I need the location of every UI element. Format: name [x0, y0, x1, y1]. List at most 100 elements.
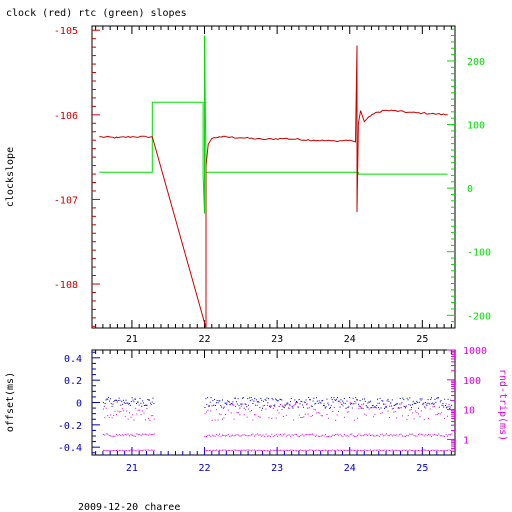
- offset-point: [406, 397, 408, 399]
- rtt-point: [361, 435, 363, 437]
- rtt-point: [290, 404, 292, 406]
- rtt-point: [410, 409, 412, 411]
- top-y-tick-label: -105: [54, 26, 78, 37]
- rtt-point: [439, 413, 441, 415]
- rtt-point: [345, 449, 347, 451]
- rtt-point: [436, 434, 438, 436]
- rtt-point: [432, 406, 434, 408]
- rtt-point: [377, 402, 379, 404]
- rtt-point: [326, 436, 328, 437]
- offset-point: [303, 406, 304, 408]
- rtt-point: [105, 450, 107, 452]
- offset-point: [222, 407, 224, 409]
- bottom-y2-tick-label: 10: [463, 406, 475, 417]
- offset-point: [297, 406, 299, 408]
- rtt-point: [358, 433, 360, 435]
- rtt-point: [251, 410, 252, 411]
- rtt-point: [229, 450, 231, 451]
- offset-point: [278, 405, 280, 407]
- offset-point: [209, 401, 211, 403]
- offset-point: [391, 405, 392, 407]
- rtt-point: [444, 417, 446, 419]
- rtt-point: [426, 404, 428, 406]
- rtt-point: [291, 449, 293, 451]
- rtt-point: [131, 450, 133, 452]
- offset-point: [266, 397, 268, 399]
- rtt-point: [239, 414, 241, 416]
- rtt-point: [220, 413, 222, 415]
- rtt-point: [380, 450, 382, 451]
- offset-point: [346, 400, 348, 402]
- offset-point: [386, 400, 388, 402]
- rtt-point: [249, 449, 251, 451]
- offset-point: [214, 398, 216, 400]
- rtt-point: [249, 435, 251, 437]
- offset-point: [418, 401, 420, 403]
- rtt-point: [301, 417, 303, 419]
- rtt-point: [216, 449, 218, 451]
- offset-point: [365, 405, 367, 407]
- offset-point: [330, 397, 332, 399]
- rtt-point: [278, 434, 280, 436]
- offset-point: [404, 407, 406, 409]
- rtt-point: [110, 450, 112, 452]
- rtt-point: [264, 405, 266, 406]
- offset-point: [232, 401, 234, 403]
- rtt-point: [384, 449, 386, 451]
- rtt-point: [264, 435, 266, 437]
- rtt-point: [371, 434, 373, 436]
- rtt-point: [245, 450, 247, 452]
- offset-point: [302, 404, 304, 406]
- offset-point: [343, 402, 345, 404]
- rtt-point: [381, 412, 383, 414]
- offset-point: [323, 404, 324, 406]
- rtt-point: [426, 450, 428, 452]
- rtt-point: [397, 450, 399, 452]
- rtt-point: [242, 434, 244, 436]
- rtt-point: [211, 434, 213, 436]
- rtt-point: [362, 450, 364, 451]
- rtt-point: [339, 450, 341, 452]
- rtt-point: [136, 413, 138, 415]
- rtt-point: [314, 435, 316, 437]
- rtt-point: [118, 411, 120, 413]
- rtt-point: [377, 449, 379, 451]
- rtt-point: [235, 449, 236, 451]
- rtt-point: [442, 404, 444, 406]
- offset-point: [149, 399, 151, 401]
- rtt-point: [251, 434, 252, 436]
- rtt-point: [374, 413, 376, 415]
- rtt-point: [124, 434, 126, 435]
- offset-point: [277, 400, 279, 402]
- offset-point: [270, 405, 272, 407]
- rtt-point: [413, 418, 415, 420]
- rtt-point: [325, 407, 326, 408]
- rtt-point: [297, 435, 299, 437]
- rtt-point: [428, 418, 430, 419]
- offset-point: [130, 401, 132, 402]
- rtt-point: [150, 449, 152, 451]
- rtt-point: [348, 435, 350, 437]
- rtt-point: [352, 435, 354, 437]
- rtt-point: [365, 433, 367, 435]
- rtt-point: [388, 435, 390, 437]
- offset-point: [145, 404, 147, 406]
- rtt-point: [123, 410, 125, 412]
- rtt-point: [425, 449, 427, 451]
- offset-point: [330, 406, 331, 408]
- offset-point: [122, 399, 124, 401]
- rtt-point: [153, 433, 155, 435]
- rtt-point: [448, 449, 450, 451]
- rtt-point: [391, 408, 393, 410]
- offset-point: [105, 399, 107, 401]
- rtt-point: [381, 450, 383, 452]
- offset-point: [372, 405, 374, 407]
- top-y2-tick-label: 100: [467, 121, 485, 132]
- rtt-point: [362, 434, 364, 436]
- rtt-point: [396, 417, 398, 419]
- offset-point: [228, 401, 230, 403]
- offset-point: [260, 397, 262, 399]
- rtt-point: [445, 450, 447, 451]
- offset-point: [271, 397, 273, 399]
